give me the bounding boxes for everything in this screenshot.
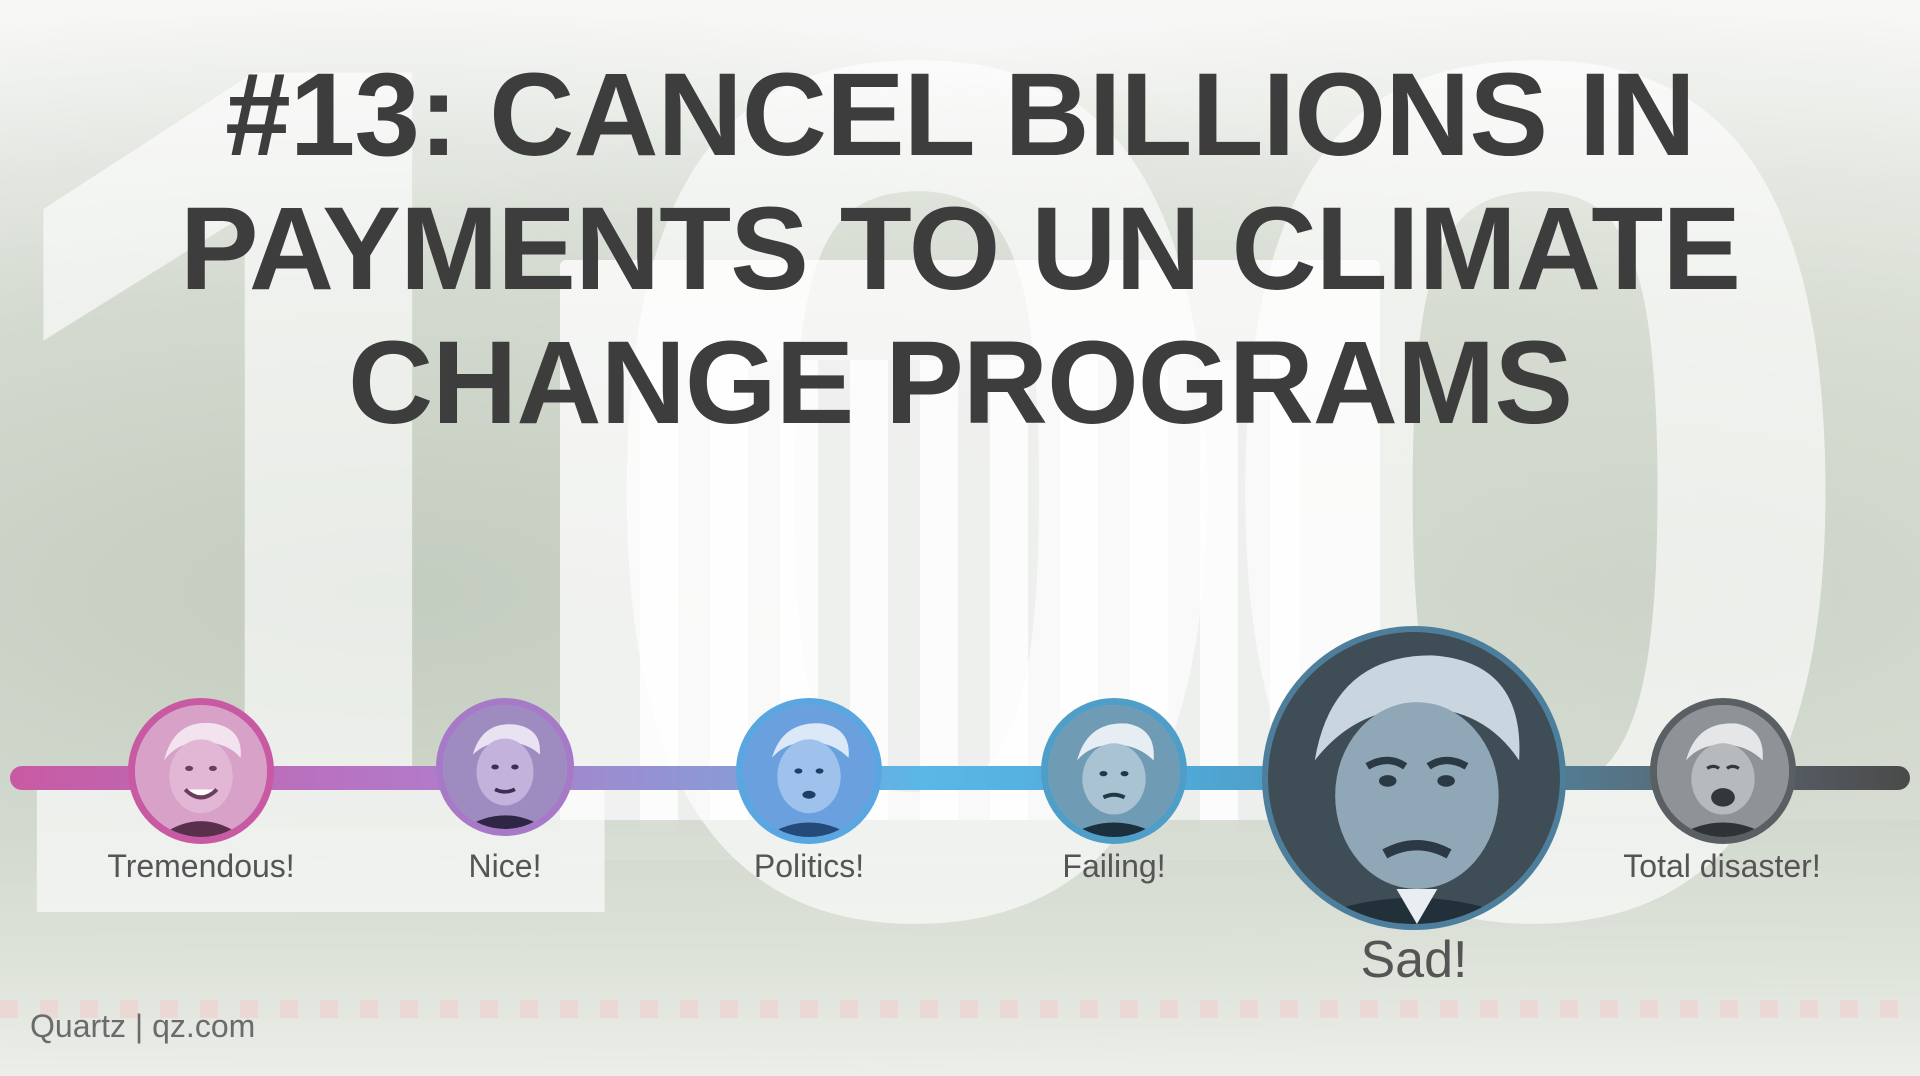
- face-icon: [443, 705, 567, 829]
- rating-avatar-tremendous: [128, 698, 274, 844]
- rating-label-politics: Politics!: [753, 848, 865, 884]
- headline-line-2: PAYMENTS TO UN CLIMATE: [179, 183, 1741, 315]
- rating-avatar-sad-selected: [1262, 626, 1566, 930]
- headline: #13: CANCEL BILLIONS IN PAYMENTS TO UN C…: [60, 48, 1860, 450]
- rating-avatar-politics: [736, 698, 882, 844]
- flower-bed: [0, 1000, 1920, 1018]
- rating-label-total-disaster: Total disaster!: [1623, 848, 1821, 884]
- rating-label-tremendous: Tremendous!: [107, 848, 295, 884]
- shouting-face-icon: [1657, 705, 1789, 837]
- face-icon: [743, 705, 875, 837]
- rating-label-failing: Failing!: [1062, 848, 1166, 884]
- rating-label-sad: Sad!: [1360, 931, 1468, 989]
- smiling-face-icon: [135, 705, 267, 837]
- headline-line-1: #13: CANCEL BILLIONS IN: [225, 49, 1696, 181]
- rating-avatar-failing: [1041, 698, 1187, 844]
- face-icon: [1048, 705, 1180, 837]
- rating-label-nice: Nice!: [468, 848, 542, 884]
- source-credit: Quartz | qz.com: [30, 1008, 256, 1044]
- rating-avatar-total-disaster: [1650, 698, 1796, 844]
- rating-scale-track: [10, 766, 1910, 790]
- headline-line-3: CHANGE PROGRAMS: [347, 317, 1573, 449]
- frowning-face-icon: [1268, 632, 1560, 924]
- garden-hedge: [0, 820, 1920, 1076]
- rating-avatar-nice: [436, 698, 574, 836]
